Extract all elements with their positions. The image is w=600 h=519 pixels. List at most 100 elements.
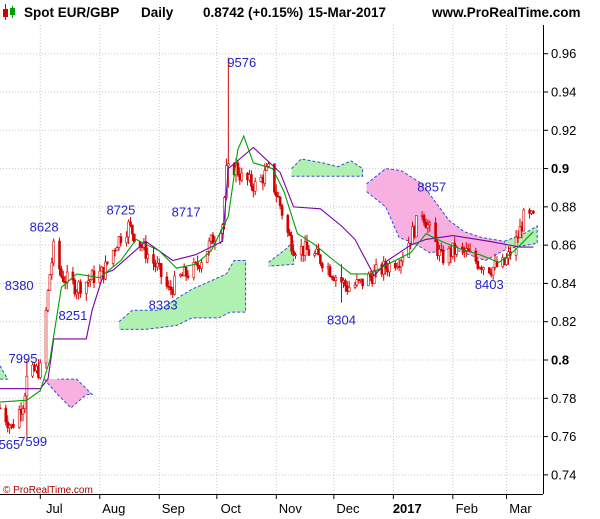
candles (0, 57, 535, 437)
candle-body (21, 408, 25, 415)
candle-body (292, 250, 295, 256)
candle-body (52, 240, 56, 264)
candle-body (184, 267, 188, 277)
moving-averages (0, 134, 534, 403)
candle-body (474, 250, 478, 262)
cloud-area-bear (44, 379, 93, 408)
candle-body (374, 264, 378, 271)
y-tick-label: 0.9 (551, 161, 569, 176)
candle-body (63, 281, 67, 284)
candle-body (522, 209, 526, 232)
candle-body (253, 181, 257, 192)
y-tick-label: 0.74 (551, 467, 576, 482)
candle-body (250, 174, 253, 187)
cloud-area-bear (366, 168, 507, 261)
annotation-7599: 7599 (18, 434, 47, 449)
candle-body (236, 162, 240, 175)
candle-body (73, 279, 77, 295)
candle-body (518, 226, 522, 238)
candle-body (8, 424, 11, 429)
candle-body (0, 407, 2, 410)
candle-body (211, 234, 215, 244)
candle-body (393, 262, 397, 269)
candle-body (238, 174, 242, 181)
candle-body (361, 278, 364, 287)
candle-body (439, 249, 443, 251)
candle-body (422, 215, 426, 223)
annotation-8333: 8333 (149, 297, 178, 312)
candle-body (286, 215, 290, 233)
candle-body (307, 249, 311, 256)
axes: 0.96 0.94 0.92 0.9 0.88 0.86 0.84 0.82 0.8 0.78 0.… (0, 25, 576, 516)
y-tick-label: 0.92 (551, 123, 576, 138)
period-label: Daily (141, 5, 174, 20)
candle-body (61, 276, 65, 283)
copyright-label: © ProRealTime.com (3, 485, 93, 496)
y-tick-label: 0.94 (551, 85, 576, 100)
cloud-edge-bull (268, 240, 295, 267)
chart-header: Spot EUR/GBP Daily 0.8742 (+0.15%) 15-Ma… (3, 4, 581, 20)
y-tick-label: 0.78 (551, 391, 576, 406)
annotation-7565: 7565 (0, 437, 20, 452)
candle-body (355, 279, 359, 286)
annotation-8628: 8628 (30, 220, 59, 235)
candle-body (46, 290, 50, 311)
candle-body (200, 262, 203, 270)
candle-body (328, 266, 332, 277)
candle-body (334, 276, 338, 281)
series-ma-short (0, 134, 534, 403)
price-change: 0.8742 (+0.15%) (203, 5, 303, 20)
cloud-edge-bull (291, 158, 364, 177)
candle-body (344, 280, 347, 287)
annotations: 75657599 7995 8380 8251 8628 8725 8717 8333 9576… (0, 55, 504, 452)
cloud-edge-bear (43, 378, 94, 409)
y-tick-label: 0.86 (551, 238, 576, 253)
y-tick-label: 0.8 (551, 353, 569, 368)
x-tick-label: Dec (336, 501, 360, 516)
cloud-edge-bull (118, 260, 247, 330)
annotation-8380: 8380 (5, 278, 34, 293)
candle-body (317, 248, 320, 256)
candle-body (85, 281, 88, 294)
candle-body (167, 285, 171, 288)
candle-body (192, 261, 196, 278)
candle-body (17, 409, 21, 428)
candle-body (461, 246, 464, 249)
candle-body (227, 163, 230, 167)
candle-body (482, 267, 485, 271)
x-tick-label: Oct (221, 501, 242, 516)
annotation-9576: 9576 (227, 55, 256, 70)
series-ma-long (0, 146, 534, 390)
candle-body (6, 421, 9, 429)
candle-body (278, 196, 282, 206)
candle-body (207, 240, 211, 252)
candle-body (532, 210, 535, 214)
candle-body (58, 240, 61, 270)
x-tick-label: Mar (509, 501, 532, 516)
candle-body (263, 170, 267, 184)
x-tick-label: Aug (102, 501, 125, 516)
candle-body (119, 236, 123, 244)
candle-body (23, 395, 27, 409)
candle-icon (3, 4, 15, 20)
candle-body (44, 310, 48, 364)
candle-body (434, 222, 437, 242)
candle-body (125, 236, 128, 244)
candle-body (347, 287, 351, 292)
candle-body (4, 407, 8, 423)
candle-body (127, 221, 130, 238)
y-tick-label: 0.84 (551, 276, 576, 291)
candle-body (79, 281, 82, 294)
y-tick-label: 0.76 (551, 429, 576, 444)
candle-body (388, 262, 391, 273)
annotation-8251: 8251 (58, 308, 87, 323)
candle-body (399, 260, 403, 267)
date-label: 15-Mar-2017 (308, 5, 386, 20)
x-tick-label: 2017 (393, 501, 422, 516)
candle-body (104, 261, 107, 280)
candle-body (25, 375, 29, 397)
candle-body (426, 224, 430, 229)
candle-body (113, 250, 117, 252)
cloud-area-bull (119, 260, 246, 330)
